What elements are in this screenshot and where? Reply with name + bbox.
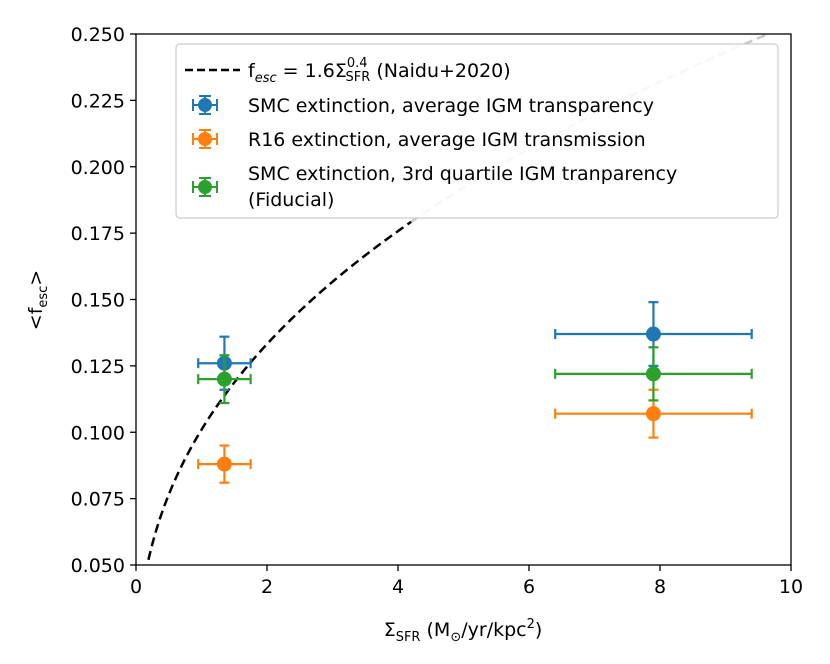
x-tick-label: 0 <box>130 576 142 598</box>
y-tick-label: 0.200 <box>71 157 125 179</box>
data-point-series1-1 <box>554 388 753 439</box>
legend-curve-label: fesc = 1.6Σ0.4 SFR (Naidu+2020) <box>248 56 511 86</box>
y-tick-label: 0.125 <box>71 356 125 378</box>
legend-label-orange: R16 extinction, average IGM transmission <box>248 129 646 151</box>
x-tick-label: 10 <box>779 576 803 598</box>
axes: 0 2 4 6 8 10 0.050 0.075 0.100 0.125 0.150 0.175 0.2… <box>71 24 804 598</box>
y-tick-label: 0.075 <box>71 489 125 511</box>
x-tick-label: 4 <box>392 576 404 598</box>
x-tick-label: 8 <box>654 576 666 598</box>
model-curve <box>146 220 412 565</box>
x-tick-label: 6 <box>523 576 535 598</box>
data-marker <box>216 456 232 472</box>
data-marker <box>645 366 661 382</box>
legend: fesc = 1.6Σ0.4 SFR (Naidu+2020) SMC extin… <box>175 43 779 219</box>
data-marker <box>645 326 661 342</box>
y-tick-label: 0.250 <box>71 24 125 46</box>
data-point-series2-1 <box>554 346 753 402</box>
legend-marker-green <box>192 177 218 197</box>
data-marker <box>645 406 661 422</box>
legend-marker-orange <box>192 129 218 149</box>
y-tick-label: 0.225 <box>71 90 125 112</box>
legend-label-green: SMC extinction, 3rd quartile IGM tranpar… <box>248 163 677 185</box>
y-tick-label: 0.175 <box>71 223 125 245</box>
x-tick-label: 2 <box>261 576 273 598</box>
data-point-series1-0 <box>197 444 252 484</box>
x-axis-label: ΣSFR (M⊙/yr/kpc2) <box>384 617 543 645</box>
y-tick-label: 0.100 <box>71 422 125 444</box>
legend-label-blue: SMC extinction, average IGM transparency <box>248 95 654 117</box>
legend-marker-blue <box>192 95 218 115</box>
y-tick-label: 0.150 <box>71 290 125 312</box>
data-point-series2-0 <box>197 354 252 405</box>
y-axis-label: <fesc> <box>25 270 51 330</box>
y-tick-label: 0.050 <box>71 555 125 577</box>
legend-label-green-line2: (Fiducial) <box>248 189 334 211</box>
legend-frame <box>175 43 779 219</box>
data-marker <box>216 371 232 387</box>
